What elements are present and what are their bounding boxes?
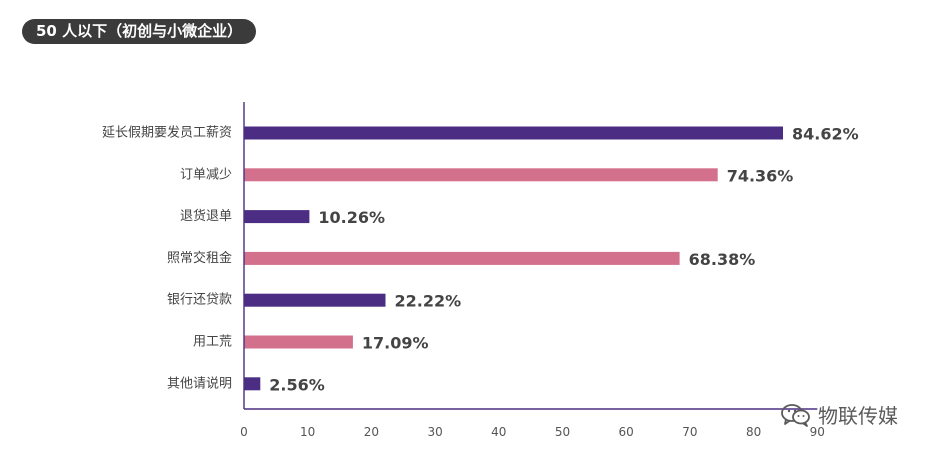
watermark-text: 物联传媒	[818, 404, 898, 428]
x-tick-label: 30	[427, 425, 442, 439]
value-label: 84.62%	[792, 125, 859, 144]
x-tick-label: 90	[810, 425, 825, 439]
value-label: 22.22%	[395, 292, 462, 311]
x-tick-label: 80	[746, 425, 761, 439]
value-label: 17.09%	[362, 334, 429, 353]
x-tick-label: 10	[300, 425, 315, 439]
x-tick-label: 50	[555, 425, 570, 439]
bar	[244, 168, 718, 182]
bar	[244, 126, 783, 140]
category-label: 用工荒	[193, 335, 232, 350]
x-tick-label: 70	[682, 425, 697, 439]
category-label: 银行还贷款	[167, 293, 232, 308]
value-label: 74.36%	[727, 166, 794, 185]
chart-title: 50 人以下（初创与小微企业）	[22, 19, 257, 44]
wechat-icon	[781, 403, 810, 427]
x-tick-label: 60	[619, 425, 634, 439]
x-tick-label: 40	[491, 425, 506, 439]
bars-layer: 延长假期要发员工薪资 84.62% 订单减少 74.36% 退货退单 10.26% 照常交租…	[102, 125, 859, 395]
category-label: 其他请说明	[167, 376, 232, 391]
value-label: 10.26%	[318, 208, 385, 227]
bar	[244, 335, 353, 349]
bar	[244, 210, 310, 224]
x-tick-label: 0	[240, 425, 248, 439]
watermark: 物联传媒	[780, 400, 898, 429]
bar	[244, 293, 386, 307]
x-tick-label: 20	[364, 425, 379, 439]
category-label: 退货退单	[180, 208, 232, 224]
value-label: 68.38%	[689, 250, 756, 269]
bar	[244, 377, 261, 391]
axis-layer: 0 10 20 30 40 50 60 70 80 90	[240, 102, 825, 439]
category-label: 订单减少	[180, 167, 232, 182]
category-label: 延长假期要发员工薪资	[102, 125, 232, 141]
bar	[244, 251, 680, 265]
value-label: 2.56%	[269, 375, 325, 394]
category-label: 照常交租金	[167, 250, 232, 266]
